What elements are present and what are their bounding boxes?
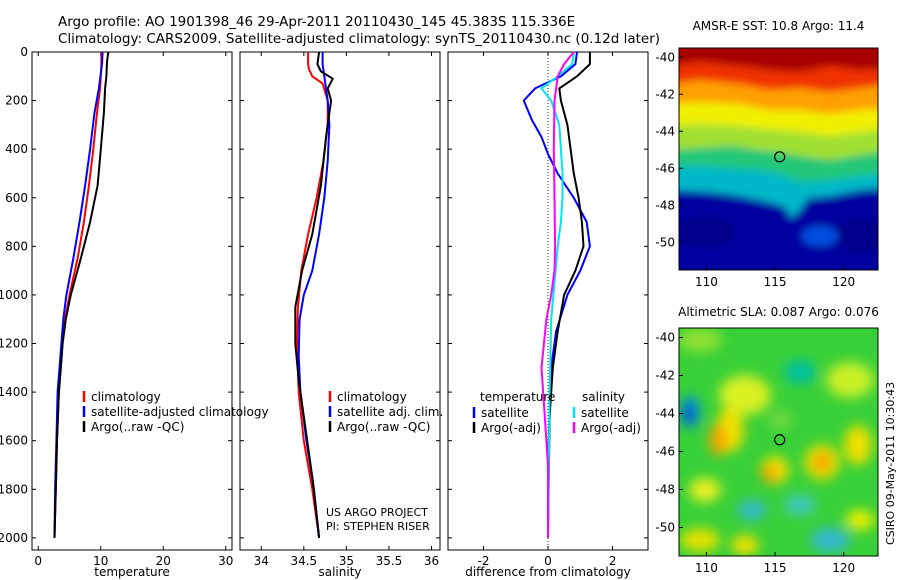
credit-project: US ARGO PROJECT bbox=[326, 506, 428, 519]
map-title: Altimetric SLA: 0.087 Argo: 0.076 bbox=[678, 305, 879, 319]
x-tick-label: 34.5 bbox=[290, 554, 317, 568]
y-tick-label: 1800 bbox=[0, 482, 28, 496]
series-line-argo-raw-qc- bbox=[294, 51, 334, 539]
sst-heatmap bbox=[679, 48, 878, 270]
x-tick-label: -2 bbox=[477, 554, 489, 568]
x-tick-label: 120 bbox=[832, 561, 855, 575]
y-tick-label: 1000 bbox=[0, 288, 28, 302]
series-line-argo-adj- bbox=[547, 52, 591, 538]
x-tick-label: 10 bbox=[93, 554, 108, 568]
x-axis-label: salinity bbox=[318, 565, 361, 579]
x-tick-label: 2 bbox=[609, 554, 617, 568]
y-tick-label: 1200 bbox=[0, 337, 28, 351]
y-tick-label: 1600 bbox=[0, 434, 28, 448]
legend-label: satellite bbox=[481, 406, 529, 420]
y-tick-label: -40 bbox=[655, 331, 675, 345]
profile-panel-2: 34 34.5 35 35.5 36 salinity climatologysatelli… bbox=[239, 51, 443, 579]
map-panel-2: Altimetric SLA: 0.087 Argo: 0.076 110 115 1… bbox=[655, 305, 878, 575]
x-tick-label: 30 bbox=[218, 554, 233, 568]
y-tick-label: 200 bbox=[5, 94, 28, 108]
y-tick-label: -42 bbox=[655, 369, 675, 383]
sla-heatmap bbox=[679, 328, 878, 556]
series-line-climatology bbox=[296, 52, 329, 539]
y-tick-label: -46 bbox=[655, 445, 675, 459]
footer-timestamp: CSIRO 09-May-2011 10:30:43 bbox=[884, 382, 897, 545]
legend-label: satellite bbox=[581, 406, 629, 420]
map-title: AMSR-E SST: 10.8 Argo: 11.4 bbox=[693, 19, 865, 33]
y-tick-label: 400 bbox=[5, 142, 28, 156]
header-line-2: Climatology: CARS2009. Satellite-adjuste… bbox=[58, 31, 660, 47]
legend-label: satellite adj. clim. bbox=[337, 405, 443, 419]
x-tick-label: 110 bbox=[695, 561, 718, 575]
y-tick-label: -40 bbox=[655, 50, 675, 64]
legend-group-title: salinity bbox=[582, 390, 625, 404]
legend-label: Argo(..raw -QC) bbox=[337, 420, 430, 434]
legend-group-title: temperature bbox=[480, 390, 555, 404]
x-tick-label: 115 bbox=[764, 275, 787, 289]
map-frame bbox=[678, 47, 879, 271]
legend-label: Argo(..raw -QC) bbox=[91, 420, 184, 434]
legend-label: climatology bbox=[337, 390, 407, 404]
x-tick-label: 0 bbox=[544, 554, 552, 568]
y-tick-label: -46 bbox=[655, 161, 675, 175]
y-tick-label: -44 bbox=[655, 124, 675, 138]
legend-label: climatology bbox=[91, 390, 161, 404]
series-line-climatology bbox=[53, 52, 103, 538]
x-axis-label: temperature bbox=[94, 565, 169, 579]
y-tick-label: 0 bbox=[20, 45, 28, 59]
y-tick-label: -42 bbox=[655, 87, 675, 101]
y-tick-label: 1400 bbox=[0, 385, 28, 399]
x-tick-label: 0 bbox=[34, 554, 42, 568]
y-tick-label: 800 bbox=[5, 239, 28, 253]
series-line-satellite-adj-clim- bbox=[297, 52, 331, 539]
x-tick-label: 35.5 bbox=[376, 554, 403, 568]
x-tick-label: 110 bbox=[695, 275, 718, 289]
y-tick-label: 600 bbox=[5, 191, 28, 205]
x-tick-label: 115 bbox=[764, 561, 787, 575]
x-tick-label: 120 bbox=[832, 275, 855, 289]
legend-label: Argo(-adj) bbox=[581, 421, 641, 435]
y-tick-label: -48 bbox=[655, 198, 675, 212]
credit-pi: PI: STEPHEN RISER bbox=[326, 520, 430, 533]
plot-frame bbox=[31, 51, 233, 551]
plot-frame bbox=[239, 51, 441, 551]
series-line-satellite bbox=[540, 51, 575, 538]
y-tick-label: -44 bbox=[655, 407, 675, 421]
map-frame bbox=[678, 327, 879, 557]
x-tick-label: 34 bbox=[254, 554, 269, 568]
x-axis-label: difference from climatology bbox=[465, 565, 631, 579]
y-tick-label: -50 bbox=[655, 521, 675, 535]
x-tick-label: 35 bbox=[339, 554, 354, 568]
profile-panel-1: 0 10 20 30 0 200 400 600 800 1000 1200 1400 1600 1800… bbox=[0, 45, 269, 579]
header-line-1: Argo profile: AO 1901398_46 29-Apr-2011 … bbox=[58, 14, 575, 30]
y-tick-label: -48 bbox=[655, 483, 675, 497]
map-panel-1: AMSR-E SST: 10.8 Argo: 11.4 110 115 120 -40 -… bbox=[655, 19, 879, 289]
series-line-satellite bbox=[522, 51, 591, 538]
x-tick-label: 20 bbox=[156, 554, 171, 568]
x-tick-label: 36 bbox=[424, 554, 439, 568]
y-tick-label: 2000 bbox=[0, 531, 28, 545]
argo-location-marker bbox=[774, 434, 786, 446]
argo-location-marker bbox=[774, 151, 786, 163]
legend-label: Argo(-adj) bbox=[481, 421, 541, 435]
series-line-argo-raw-qc- bbox=[53, 51, 110, 538]
y-tick-label: -50 bbox=[655, 235, 675, 249]
series-line-argo-adj- bbox=[540, 51, 575, 538]
legend-label: satellite-adjusted climatology bbox=[91, 405, 269, 419]
